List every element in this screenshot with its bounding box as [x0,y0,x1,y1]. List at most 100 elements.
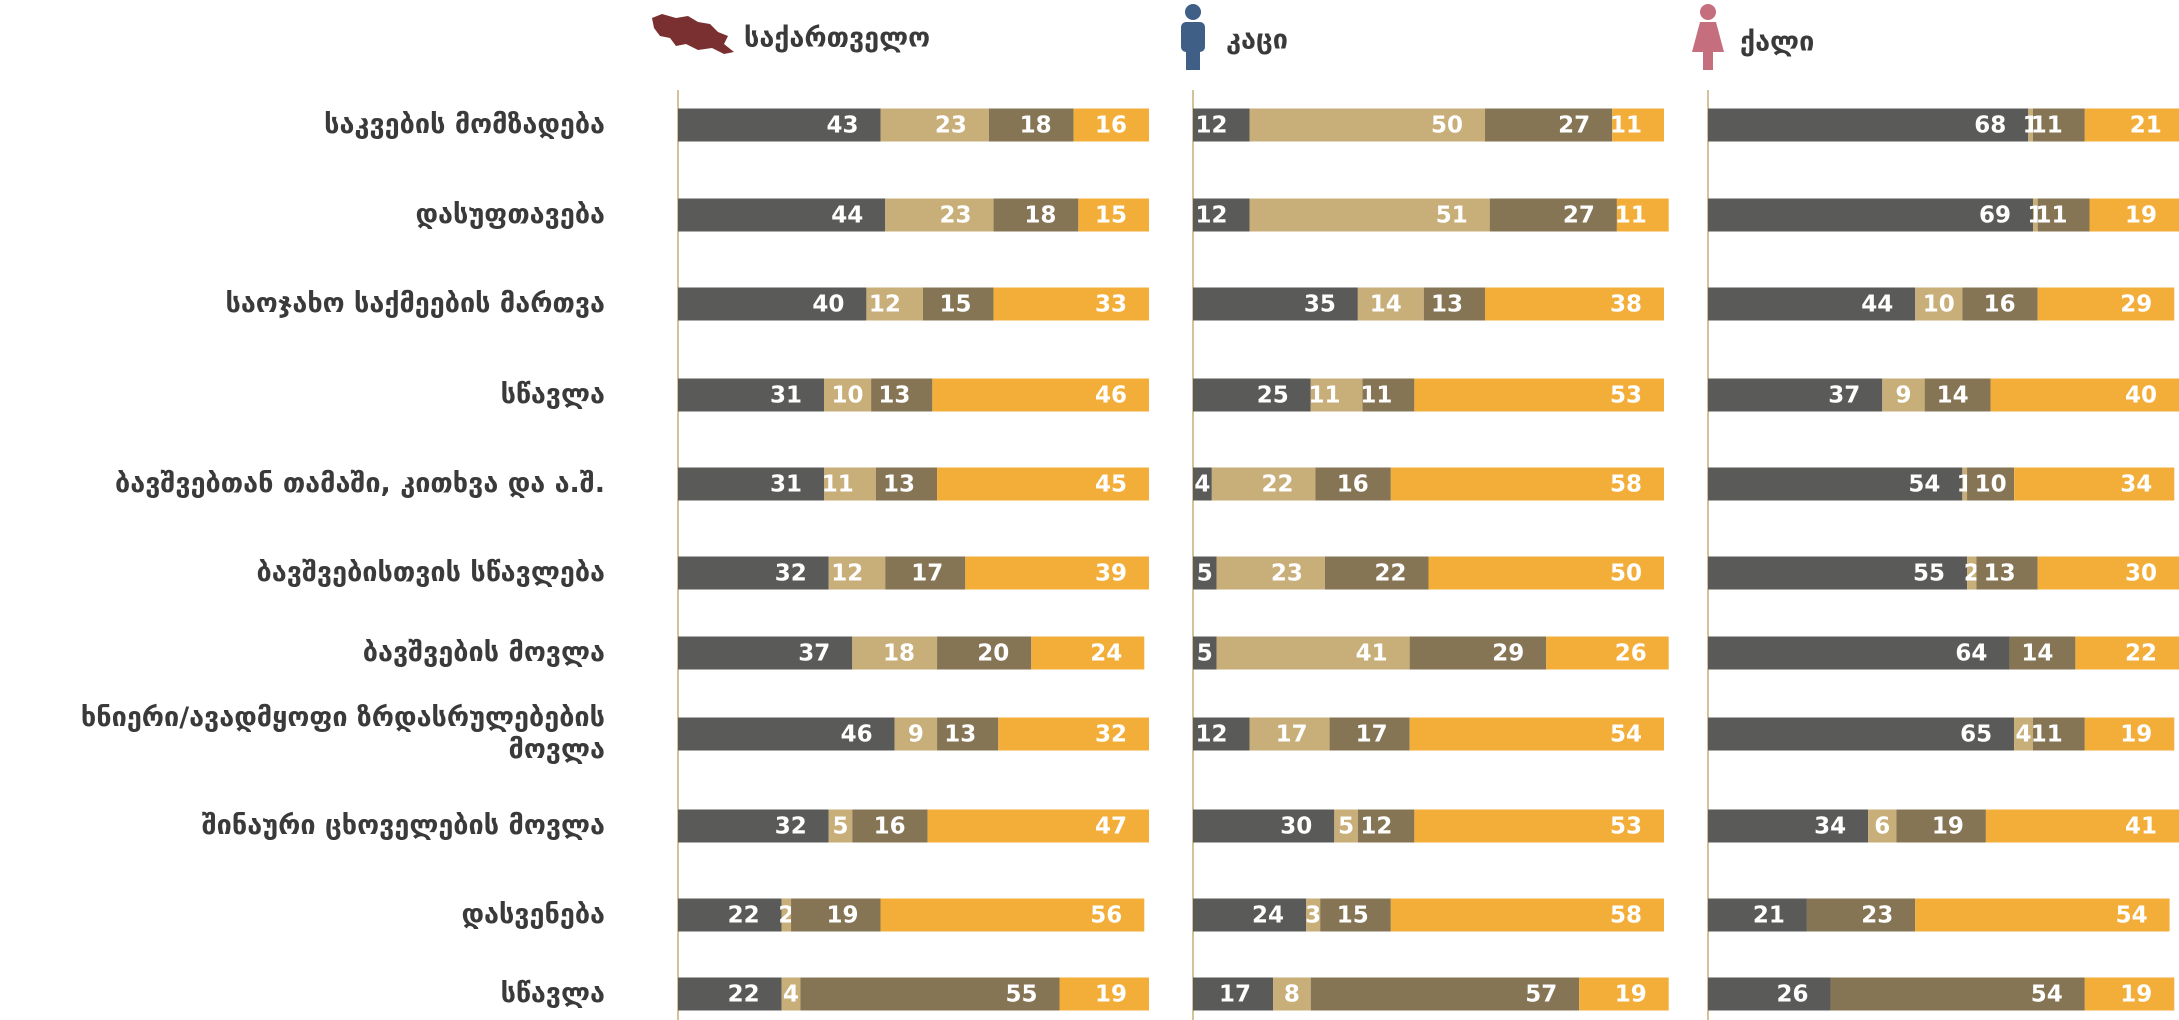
bar-segment [2037,287,2175,321]
value-label: 69 [1979,203,2011,229]
value-label: 3 [1305,903,1321,929]
bar-segment [2075,636,2179,670]
bar-segment [871,378,933,412]
panel-title: კაცი [1226,25,1288,56]
value-label: 68 [1974,113,2006,139]
value-label: 12 [831,561,863,587]
value-label: 21 [2130,113,2162,139]
bar-segment [1211,467,1316,501]
bar-segment [2037,556,2179,590]
value-label: 65 [1960,722,1992,748]
bar-segment [1390,467,1664,501]
value-label: 31 [770,383,802,409]
value-label: 20 [977,641,1009,667]
value-label: 5 [832,814,848,840]
bar-segment [1324,556,1429,590]
bar-segment [1423,287,1486,321]
value-label: 17 [1276,722,1308,748]
bar-segment [1579,977,1669,1011]
value-label: 15 [1337,903,1369,929]
bar-segment [1708,809,1869,843]
bar-segment [1708,467,1963,501]
value-label: 13 [878,383,910,409]
value-label: 16 [1984,292,2016,318]
value-label: 13 [1984,561,2016,587]
bar-segment [1320,898,1391,932]
value-label: 18 [1024,203,1056,229]
value-label: 37 [798,641,830,667]
value-label: 23 [935,113,967,139]
bar-segment [1409,636,1547,670]
value-label: 22 [1261,472,1293,498]
bar-segment [2084,977,2175,1011]
value-label: 12 [1196,203,1228,229]
value-label: 11 [1610,113,1642,139]
bar-segment [1990,378,2179,412]
bar-segment [1708,556,1968,590]
bar-segment [1806,898,1916,932]
bar-segment [1962,467,1968,501]
woman-icon [1692,4,1724,70]
bar-segment [1193,198,1250,232]
bar-segment [1310,378,1363,412]
value-label: 19 [1615,982,1647,1008]
value-label: 12 [1196,113,1228,139]
bar-segment [1546,636,1669,670]
value-label: 10 [1975,472,2007,498]
bar-segment [1485,287,1664,321]
value-label: 2 [778,903,794,929]
bar-segment [988,108,1074,142]
value-label: 43 [827,113,859,139]
panel-title: საქართველო [744,23,930,54]
bar-segment [791,898,881,932]
bar-segment [1924,378,1991,412]
category-label: დასვენება [461,899,605,930]
bar-segment [781,977,801,1011]
bar-segment [828,556,886,590]
bar-segment [678,556,829,590]
bar-segment [1967,556,1977,590]
bar-segment [1078,198,1149,232]
category-label: ბავშვებისთვის სწავლება [256,557,605,588]
category-label: ბავშვების მოვლა [362,637,605,668]
value-label: 46 [841,722,873,748]
bar-segment [866,287,923,321]
bar-segment [1193,809,1335,843]
bar-segment [678,287,867,321]
bar-segment [1193,898,1307,932]
bar-segment [998,717,1149,751]
value-label: 37 [1828,383,1860,409]
bar-segment [1868,809,1897,843]
bar-segment [1249,717,1330,751]
value-label: 30 [2125,561,2157,587]
value-label: 26 [1776,982,1808,1008]
value-label: 19 [2120,722,2152,748]
value-label: 19 [2120,982,2152,1008]
value-label: 11 [822,472,854,498]
value-label: 11 [1309,383,1341,409]
value-label: 12 [1360,814,1392,840]
bar-segment [1967,467,2015,501]
value-label: 46 [1095,383,1127,409]
value-label: 13 [883,472,915,498]
value-label: 22 [2125,641,2157,667]
value-label: 32 [775,814,807,840]
bar-segment [1915,898,2170,932]
category-label: სწავლა [500,978,605,1009]
category-label: ხნიერი/ავადმყოფი ზრდასრულებების მოვლა [80,702,605,765]
bar-segment [678,717,895,751]
bar-segment [993,198,1079,232]
value-label: 30 [1280,814,1312,840]
bar-segment [1915,287,1963,321]
value-label: 41 [1356,641,1388,667]
category-label: საკვების მომზადება [324,109,605,140]
bar-segment [1976,556,2038,590]
bar-segment [937,467,1149,501]
bar-segment [678,977,782,1011]
bar-segment [781,898,792,932]
value-label: 40 [812,292,844,318]
category-label: სწავლა [500,379,605,410]
bar-segment [1249,108,1486,142]
bar-segment [880,108,989,142]
